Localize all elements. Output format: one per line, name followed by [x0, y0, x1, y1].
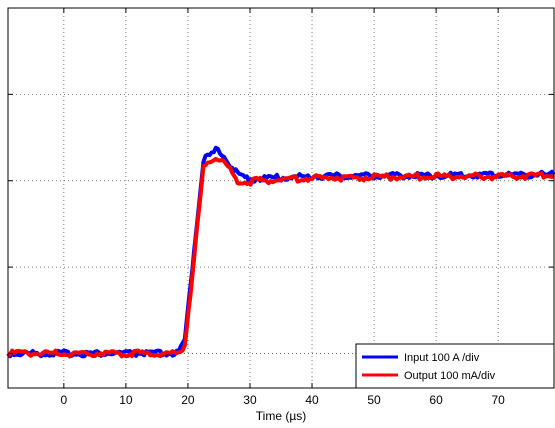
series-layer: [6, 145, 555, 359]
x-tick-label: 10: [119, 393, 133, 407]
legend-label: Input 100 A /div: [404, 352, 480, 364]
x-tick-label: 40: [305, 393, 319, 407]
series-line-output: [6, 156, 555, 359]
plot-border: [7, 7, 555, 389]
x-tick-label: 50: [367, 393, 381, 407]
x-tick-label: 60: [429, 393, 443, 407]
x-tick-label: 70: [491, 393, 505, 407]
legend-label: Output 100 mA/div: [404, 370, 496, 382]
plot-area: [8, 8, 554, 388]
x-tick-label: 30: [243, 393, 257, 407]
tick-layer: 0 10 20 30 40 50 60 70: [8, 7, 554, 407]
x-tick-label: 0: [60, 393, 67, 407]
legend-box: [355, 343, 555, 389]
x-tick-label: 20: [181, 393, 195, 407]
x-axis-title: Time (µs): [256, 409, 306, 423]
legend: Input 100 A /div Output 100 mA/div: [355, 343, 555, 389]
